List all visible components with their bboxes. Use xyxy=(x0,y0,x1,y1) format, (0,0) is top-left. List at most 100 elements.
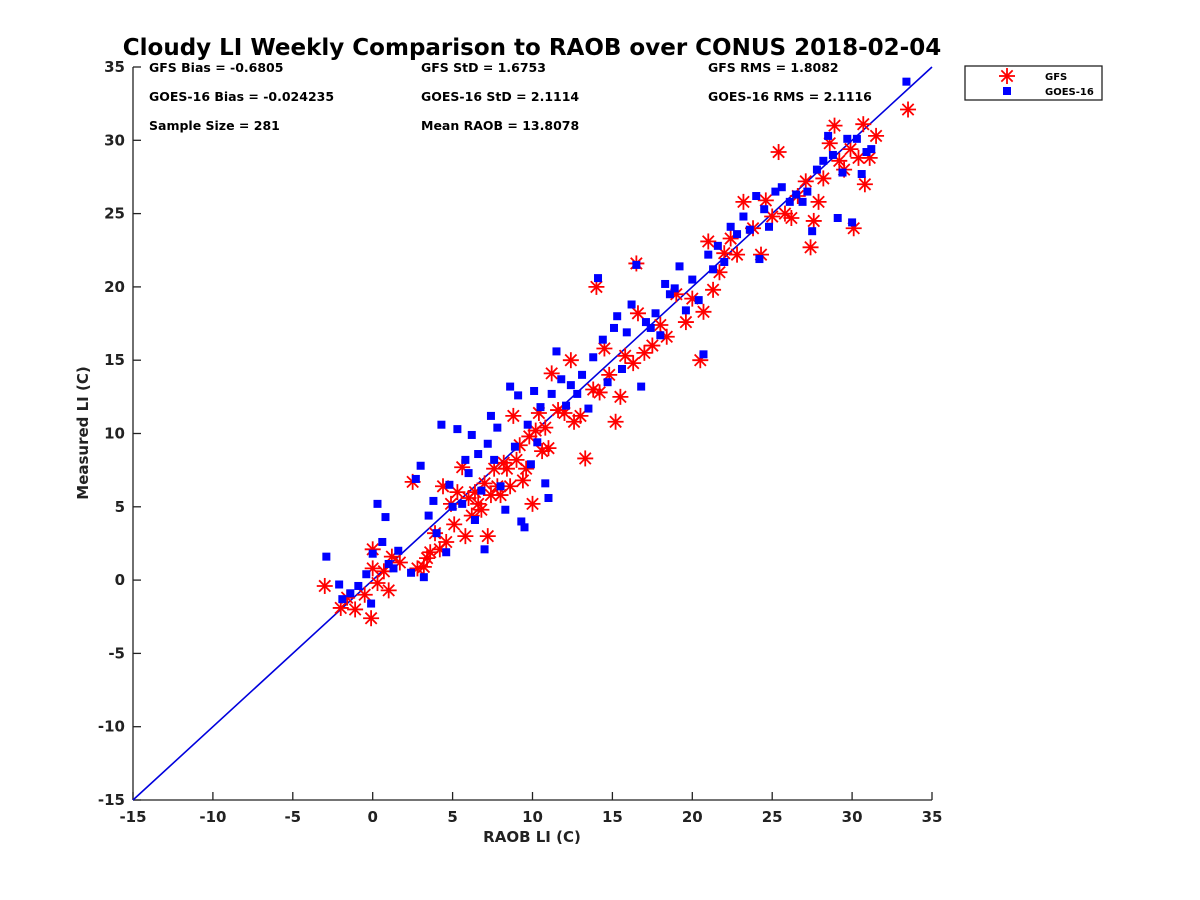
gfs-point xyxy=(505,407,522,424)
gfs-point xyxy=(449,484,466,501)
goes16-point xyxy=(646,323,655,332)
goes16-point xyxy=(713,241,722,250)
gfs-point xyxy=(900,101,917,118)
gfs-point xyxy=(850,149,867,166)
goes16-point xyxy=(547,389,556,398)
goes16-point xyxy=(483,439,492,448)
y-axis-label: Measured LI (C) xyxy=(74,366,92,499)
goes16-point xyxy=(335,580,344,589)
goes16-point xyxy=(812,165,821,174)
goes16-point xyxy=(808,227,817,236)
goes16-point xyxy=(622,328,631,337)
goes16-point xyxy=(613,312,622,321)
goes16-point xyxy=(373,499,382,508)
goes16-point xyxy=(470,515,479,524)
goes16-point xyxy=(411,474,420,483)
legend-gfs-marker xyxy=(999,68,1015,84)
gfs-point xyxy=(770,144,787,161)
stat-label: GOES-16 RMS = 2.1116 xyxy=(708,89,872,104)
goes16-point xyxy=(637,382,646,391)
gfs-point xyxy=(588,278,605,295)
goes16-point xyxy=(726,222,735,231)
y-tick-label: -15 xyxy=(98,791,125,809)
goes16-point xyxy=(432,529,441,538)
goes16-point xyxy=(819,156,828,165)
gfs-point xyxy=(802,239,819,256)
y-tick-label: 20 xyxy=(104,278,125,296)
goes16-point xyxy=(843,134,852,143)
goes16-point xyxy=(902,77,911,86)
goes16-point xyxy=(656,331,665,340)
goes16-point xyxy=(381,513,390,522)
goes16-point xyxy=(670,284,679,293)
gfs-point xyxy=(591,384,608,401)
gfs-point xyxy=(797,173,814,190)
goes16-point xyxy=(803,187,812,196)
legend: GFS GOES-16 xyxy=(964,65,1103,101)
gfs-point xyxy=(543,365,560,382)
goes16-point xyxy=(733,230,742,239)
y-tick-label: 5 xyxy=(115,498,125,516)
goes16-point xyxy=(384,559,393,568)
goes16-point xyxy=(603,378,612,387)
goes16-point xyxy=(765,222,774,231)
legend-goes16-label: GOES-16 xyxy=(1045,87,1094,98)
goes16-point xyxy=(651,309,660,318)
gfs-point xyxy=(369,575,386,592)
gfs-point xyxy=(612,388,629,405)
goes16-point xyxy=(755,255,764,264)
goes16-point xyxy=(824,131,833,140)
goes16-point xyxy=(520,523,529,532)
goes16-point xyxy=(760,205,769,214)
goes16-point xyxy=(445,480,454,489)
gfs-point xyxy=(644,337,661,354)
goes16-point xyxy=(474,450,483,459)
goes16-point xyxy=(490,455,499,464)
gfs-point xyxy=(705,281,722,298)
x-tick-label: 5 xyxy=(447,808,457,826)
chart-title: Cloudy LI Weekly Comparison to RAOB over… xyxy=(123,35,941,61)
goes16-point xyxy=(486,411,495,420)
gfs-point xyxy=(540,440,557,457)
gfs-point xyxy=(527,422,544,439)
gfs-point xyxy=(826,117,843,134)
goes16-point xyxy=(541,479,550,488)
gfs-point xyxy=(316,577,333,594)
gfs-point xyxy=(463,507,480,524)
y-tick-label: 30 xyxy=(104,131,125,149)
goes16-point xyxy=(589,353,598,362)
x-tick-label: 15 xyxy=(602,808,623,826)
gfs-point xyxy=(625,355,642,372)
goes16-point xyxy=(362,570,371,579)
goes16-point xyxy=(785,197,794,206)
y-tick-label: 10 xyxy=(104,425,125,443)
goes16-point xyxy=(437,420,446,429)
goes16-point xyxy=(566,381,575,390)
goes16-point xyxy=(777,183,786,192)
gfs-point xyxy=(695,303,712,320)
goes16-point xyxy=(514,391,523,400)
stat-label: GOES-16 StD = 2.1114 xyxy=(421,89,579,104)
goes16-point xyxy=(632,260,641,269)
goes16-point xyxy=(496,482,505,491)
goes16-point xyxy=(453,425,462,434)
gfs-point xyxy=(729,246,746,263)
x-tick-label: 30 xyxy=(842,808,863,826)
gfs-point xyxy=(764,208,781,225)
gfs-point xyxy=(514,472,531,489)
goes16-point xyxy=(533,438,542,447)
goes16-point xyxy=(694,296,703,305)
legend-goes16-marker xyxy=(1003,87,1011,95)
goes16-point xyxy=(322,552,331,561)
goes16-point xyxy=(617,364,626,373)
goes16-point xyxy=(557,375,566,384)
goes16-point xyxy=(510,442,519,451)
legend-gfs-label: GFS xyxy=(1045,72,1067,83)
goes16-point xyxy=(338,595,347,604)
stat-label: Sample Size = 281 xyxy=(149,118,280,133)
goes16-point xyxy=(848,218,857,227)
goes16-point xyxy=(627,300,636,309)
y-tick-label: 0 xyxy=(115,571,125,589)
goes16-point xyxy=(493,423,502,432)
goes16-point xyxy=(675,262,684,271)
